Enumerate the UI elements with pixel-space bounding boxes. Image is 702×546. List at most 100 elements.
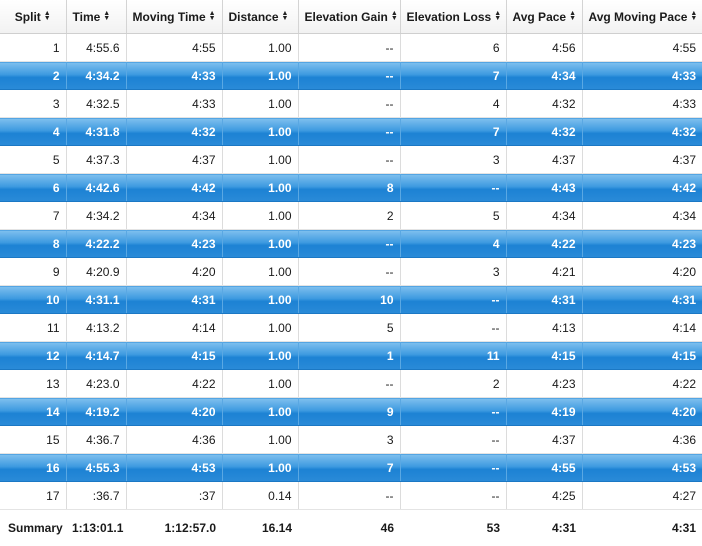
sort-icon[interactable]: ▲ ▼ bbox=[43, 10, 51, 23]
cell-time: 4:42.6 bbox=[66, 173, 127, 202]
column-header-elevation-gain[interactable]: Elevation Gain ▲ ▼ bbox=[298, 0, 401, 34]
table-row[interactable]: 8 4:22.2 4:23 1.00 -- 4 4:22 4:23 bbox=[0, 229, 702, 258]
cell-moving-time: 4:22 bbox=[126, 369, 223, 398]
summary-avg-moving-pace: 4:31 bbox=[582, 509, 702, 546]
cell-avg-moving-pace: 4:33 bbox=[582, 61, 702, 90]
table-row[interactable]: 4 4:31.8 4:32 1.00 -- 7 4:32 4:32 bbox=[0, 117, 702, 146]
cell-distance: 1.00 bbox=[222, 145, 299, 174]
cell-avg-pace: 4:37 bbox=[506, 425, 583, 454]
cell-avg-moving-pace: 4:33 bbox=[582, 89, 702, 118]
cell-elevation-gain: -- bbox=[298, 61, 401, 90]
cell-avg-pace: 4:34 bbox=[506, 61, 583, 90]
column-header-label: Moving Time bbox=[132, 9, 206, 24]
cell-time: 4:55.6 bbox=[66, 33, 127, 62]
column-header-label: Time bbox=[72, 9, 101, 24]
cell-avg-moving-pace: 4:36 bbox=[582, 425, 702, 454]
cell-time: 4:23.0 bbox=[66, 369, 127, 398]
cell-elevation-loss: 5 bbox=[400, 201, 507, 230]
column-header-label: Avg Pace bbox=[512, 9, 567, 24]
cell-avg-moving-pace: 4:23 bbox=[582, 229, 702, 258]
cell-moving-time: 4:33 bbox=[126, 61, 223, 90]
cell-time: 4:13.2 bbox=[66, 313, 127, 342]
cell-avg-moving-pace: 4:15 bbox=[582, 341, 702, 370]
table-row[interactable]: 11 4:13.2 4:14 1.00 5 -- 4:13 4:14 bbox=[0, 313, 702, 342]
column-header-moving-time[interactable]: Moving Time ▲ ▼ bbox=[126, 0, 223, 34]
cell-avg-pace: 4:13 bbox=[506, 313, 583, 342]
column-header-avg-moving-pace[interactable]: Avg Moving Pace ▲ ▼ bbox=[582, 0, 702, 34]
cell-elevation-loss: 6 bbox=[400, 33, 507, 62]
cell-split: 17 bbox=[0, 481, 67, 510]
cell-avg-pace: 4:21 bbox=[506, 257, 583, 286]
table-row[interactable]: 12 4:14.7 4:15 1.00 1 11 4:15 4:15 bbox=[0, 341, 702, 370]
cell-time: 4:31.1 bbox=[66, 285, 127, 314]
table-row[interactable]: 2 4:34.2 4:33 1.00 -- 7 4:34 4:33 bbox=[0, 61, 702, 90]
cell-avg-pace: 4:56 bbox=[506, 33, 583, 62]
cell-distance: 1.00 bbox=[222, 453, 299, 482]
table-row[interactable]: 1 4:55.6 4:55 1.00 -- 6 4:56 4:55 bbox=[0, 33, 702, 62]
cell-elevation-loss: 4 bbox=[400, 89, 507, 118]
cell-elevation-gain: 7 bbox=[298, 453, 401, 482]
cell-time: 4:55.3 bbox=[66, 453, 127, 482]
table-row[interactable]: 17:36.7:37 0.14 -- -- 4:25 4:27 bbox=[0, 481, 702, 510]
sort-icon[interactable]: ▲ ▼ bbox=[690, 10, 698, 23]
cell-distance: 1.00 bbox=[222, 257, 299, 286]
cell-moving-time: 4:33 bbox=[126, 89, 223, 118]
cell-avg-pace: 4:23 bbox=[506, 369, 583, 398]
sort-icon[interactable]: ▲ ▼ bbox=[208, 10, 216, 23]
cell-elevation-loss: 2 bbox=[400, 369, 507, 398]
column-header-label: Elevation Gain bbox=[304, 9, 388, 24]
cell-moving-time: 4:36 bbox=[126, 425, 223, 454]
table-row[interactable]: 9 4:20.9 4:20 1.00 -- 3 4:21 4:20 bbox=[0, 257, 702, 286]
cell-avg-moving-pace: 4:20 bbox=[582, 397, 702, 426]
cell-elevation-loss: -- bbox=[400, 453, 507, 482]
sort-icon[interactable]: ▲ ▼ bbox=[103, 10, 111, 23]
cell-distance: 1.00 bbox=[222, 313, 299, 342]
column-header-avg-pace[interactable]: Avg Pace ▲ ▼ bbox=[506, 0, 583, 34]
table-row[interactable]: 14 4:19.2 4:20 1.00 9 -- 4:19 4:20 bbox=[0, 397, 702, 426]
table-row[interactable]: 3 4:32.5 4:33 1.00 -- 4 4:32 4:33 bbox=[0, 89, 702, 118]
cell-distance: 1.00 bbox=[222, 61, 299, 90]
cell-avg-moving-pace: 4:53 bbox=[582, 453, 702, 482]
cell-elevation-gain: 9 bbox=[298, 397, 401, 426]
table-row[interactable]: 7 4:34.2 4:34 1.00 2 5 4:34 4:34 bbox=[0, 201, 702, 230]
summary-time: 1:13:01.1 bbox=[66, 509, 126, 546]
cell-moving-time: 4:14 bbox=[126, 313, 223, 342]
cell-elevation-gain: -- bbox=[298, 89, 401, 118]
cell-elevation-gain: 3 bbox=[298, 425, 401, 454]
column-header-elevation-loss[interactable]: Elevation Loss ▲ ▼ bbox=[400, 0, 507, 34]
cell-distance: 1.00 bbox=[222, 397, 299, 426]
sort-icon[interactable]: ▲ ▼ bbox=[494, 10, 502, 23]
column-header-label: Elevation Loss bbox=[406, 9, 492, 24]
table-row[interactable]: 16 4:55.3 4:53 1.00 7 -- 4:55 4:53 bbox=[0, 453, 702, 482]
table-row[interactable]: 6 4:42.6 4:42 1.00 8 -- 4:43 4:42 bbox=[0, 173, 702, 202]
cell-distance: 1.00 bbox=[222, 341, 299, 370]
sort-icon[interactable]: ▲ ▼ bbox=[390, 10, 398, 23]
summary-avg-pace: 4:31 bbox=[506, 509, 582, 546]
cell-elevation-loss: -- bbox=[400, 397, 507, 426]
cell-split: 6 bbox=[0, 173, 67, 202]
summary-distance: 16.14 bbox=[222, 509, 298, 546]
column-header-split[interactable]: Split ▲ ▼ bbox=[0, 0, 67, 34]
cell-distance: 1.00 bbox=[222, 201, 299, 230]
cell-split: 12 bbox=[0, 341, 67, 370]
table-row[interactable]: 13 4:23.0 4:22 1.00 -- 2 4:23 4:22 bbox=[0, 369, 702, 398]
cell-avg-pace: 4:22 bbox=[506, 229, 583, 258]
cell-moving-time: 4:55 bbox=[126, 33, 223, 62]
sort-icon[interactable]: ▲ ▼ bbox=[281, 10, 289, 23]
table-row[interactable]: 15 4:36.7 4:36 1.00 3 -- 4:37 4:36 bbox=[0, 425, 702, 454]
table-row[interactable]: 10 4:31.1 4:31 1.00 10 -- 4:31 4:31 bbox=[0, 285, 702, 314]
cell-time: 4:32.5 bbox=[66, 89, 127, 118]
cell-elevation-loss: 11 bbox=[400, 341, 507, 370]
cell-elevation-gain: -- bbox=[298, 481, 401, 510]
table-row[interactable]: 5 4:37.3 4:37 1.00 -- 3 4:37 4:37 bbox=[0, 145, 702, 174]
cell-distance: 1.00 bbox=[222, 89, 299, 118]
sort-icon[interactable]: ▲ ▼ bbox=[569, 10, 577, 23]
column-header-distance[interactable]: Distance ▲ ▼ bbox=[222, 0, 299, 34]
cell-avg-moving-pace: 4:31 bbox=[582, 285, 702, 314]
column-header-time[interactable]: Time ▲ ▼ bbox=[66, 0, 127, 34]
cell-distance: 1.00 bbox=[222, 117, 299, 146]
cell-moving-time: 4:34 bbox=[126, 201, 223, 230]
cell-time: 4:37.3 bbox=[66, 145, 127, 174]
cell-elevation-gain: -- bbox=[298, 33, 401, 62]
